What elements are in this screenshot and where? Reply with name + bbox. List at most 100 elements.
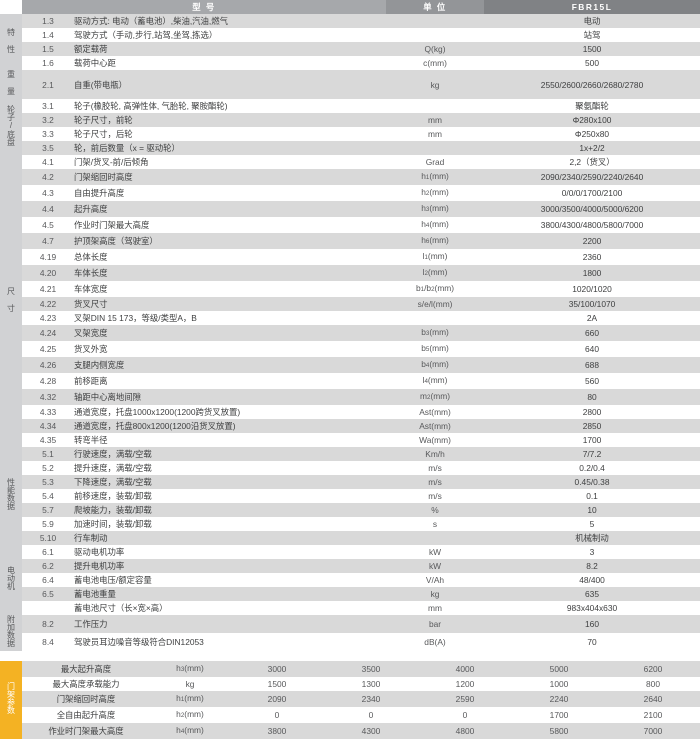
spec-description: 工作压力 bbox=[74, 615, 387, 633]
spec-description: 下降速度，满载/空载 bbox=[74, 475, 387, 489]
spec-value: 站驾 bbox=[484, 28, 700, 42]
spec-value: 10 bbox=[484, 503, 700, 517]
category-tag-label: 尺 寸 bbox=[6, 286, 16, 312]
spec-description: 提升电机功率 bbox=[74, 559, 387, 573]
spec-number: 1.6 bbox=[22, 56, 74, 70]
spec-unit: s bbox=[386, 517, 485, 531]
spec-row: 1.4 驾驶方式（手动,步行,站驾,坐驾,拣选） 站驾 bbox=[0, 28, 700, 42]
spec-number: 4.33 bbox=[22, 405, 74, 419]
mast-value: 5000 bbox=[512, 661, 606, 677]
mast-description: 最大起升高度 bbox=[22, 661, 150, 677]
spec-row: 性能数据 5.1 行驶速度，满载/空载 Km/h 7/7.2 bbox=[0, 447, 700, 545]
spec-number: 3.3 bbox=[22, 127, 74, 141]
header-unit-label: 单 位 bbox=[386, 0, 485, 14]
spec-value: 2200 bbox=[484, 233, 700, 249]
spec-number: 8.4 bbox=[22, 633, 74, 651]
spec-value: 8.2 bbox=[484, 559, 700, 573]
mast-value: 6200 bbox=[606, 661, 700, 677]
mast-unit: h1(mm) bbox=[150, 691, 230, 707]
spec-row: 5.2 提升速度，满载/空载 m/s 0.2/0.4 bbox=[0, 461, 700, 475]
spec-value: 688 bbox=[484, 357, 700, 373]
table-header-row: 型 号 单 位 FBR15L bbox=[0, 0, 700, 14]
header-tag-spacer bbox=[0, 0, 22, 14]
spec-unit: m/s bbox=[386, 475, 485, 489]
spec-unit bbox=[386, 28, 485, 42]
spec-unit: l1(mm) bbox=[386, 249, 485, 265]
spec-unit: c(mm) bbox=[386, 56, 485, 70]
spec-row: 4.25 货叉外宽 b5(mm) 640 bbox=[0, 341, 700, 357]
spec-description: 转弯半径 bbox=[74, 433, 387, 447]
spec-row: 6.5 蓄电池重量 kg 635 bbox=[0, 587, 700, 601]
spec-value: 2360 bbox=[484, 249, 700, 265]
spec-unit: Wa(mm) bbox=[386, 433, 485, 447]
spec-row: 1.6 载荷中心距 c(mm) 500 bbox=[0, 56, 700, 70]
mast-value: 2590 bbox=[418, 691, 512, 707]
spec-number: 4.24 bbox=[22, 325, 74, 341]
spec-number: 4.5 bbox=[22, 217, 74, 233]
spec-row: 4.21 车体宽度 b1/b2(mm) 1020/1020 bbox=[0, 281, 700, 297]
spec-number: 4.3 bbox=[22, 185, 74, 201]
spec-number: 6.2 bbox=[22, 559, 74, 573]
mast-value: 0 bbox=[418, 707, 512, 723]
spec-value: 7/7.2 bbox=[484, 447, 700, 461]
spec-unit: mm bbox=[386, 113, 485, 127]
spec-unit: h2(mm) bbox=[386, 185, 485, 201]
spec-number: 5.10 bbox=[22, 531, 74, 545]
spec-number: 5.3 bbox=[22, 475, 74, 489]
spec-number: 1.3 bbox=[22, 14, 74, 28]
mast-value: 2340 bbox=[324, 691, 418, 707]
mast-unit: h3(mm) bbox=[150, 661, 230, 677]
spec-row: 1.5 额定载荷 Q(kg) 1500 bbox=[0, 42, 700, 56]
mast-value: 0 bbox=[324, 707, 418, 723]
spec-value: 2800 bbox=[484, 405, 700, 419]
spec-value: 2550/2600/2660/2680/2780 bbox=[484, 70, 700, 99]
spec-value: 2850 bbox=[484, 419, 700, 433]
mast-unit: kg bbox=[150, 677, 230, 691]
spec-value: 635 bbox=[484, 587, 700, 601]
spec-number: 1.4 bbox=[22, 28, 74, 42]
spec-description: 轮子尺寸，后轮 bbox=[74, 127, 387, 141]
mast-value: 4000 bbox=[418, 661, 512, 677]
spec-unit: h1(mm) bbox=[386, 169, 485, 185]
mast-value: 3000 bbox=[230, 661, 324, 677]
spec-unit: m2(mm) bbox=[386, 389, 485, 405]
spec-description: 起升高度 bbox=[74, 201, 387, 217]
spec-unit bbox=[386, 99, 485, 113]
spec-number: 6.1 bbox=[22, 545, 74, 559]
spec-description: 门架/货叉-前/后倾角 bbox=[74, 155, 387, 169]
spec-description: 行驶速度，满载/空载 bbox=[74, 447, 387, 461]
spec-description: 爬坡能力，装载/卸载 bbox=[74, 503, 387, 517]
header-model-label: 型 号 bbox=[22, 0, 387, 14]
spec-unit: m/s bbox=[386, 489, 485, 503]
spec-number: 4.2 bbox=[22, 169, 74, 185]
spec-value: 3000/3500/4000/5000/6200 bbox=[484, 201, 700, 217]
spec-unit: l4(mm) bbox=[386, 373, 485, 389]
spec-unit: Km/h bbox=[386, 447, 485, 461]
spec-unit bbox=[386, 14, 485, 28]
spec-unit: kg bbox=[386, 587, 485, 601]
category-tag-label: 轮子/底盘 bbox=[6, 104, 16, 146]
spec-unit: b5(mm) bbox=[386, 341, 485, 357]
spec-number: 4.28 bbox=[22, 373, 74, 389]
spec-unit bbox=[386, 311, 485, 325]
spec-value: 80 bbox=[484, 389, 700, 405]
spec-value: 0.2/0.4 bbox=[484, 461, 700, 475]
spec-unit: s/e/l(mm) bbox=[386, 297, 485, 311]
spec-number: 5.7 bbox=[22, 503, 74, 517]
spec-row: 4.24 叉架宽度 b3(mm) 660 bbox=[0, 325, 700, 341]
spec-unit: % bbox=[386, 503, 485, 517]
spec-value: 660 bbox=[484, 325, 700, 341]
spec-number: 5.4 bbox=[22, 489, 74, 503]
spec-row: 4.26 支腿内侧宽度 b4(mm) 688 bbox=[0, 357, 700, 373]
spec-row: 电动机 6.1 驱动电机功率 kW 3 bbox=[0, 545, 700, 615]
spec-row: 5.3 下降速度，满载/空载 m/s 0.45/0.38 bbox=[0, 475, 700, 489]
spec-unit: kg bbox=[386, 70, 485, 99]
spec-number: 4.26 bbox=[22, 357, 74, 373]
mast-parameter-table: 门架参数 最大起升高度 h3(mm) 3000 3500 4000 5000 6200 最大高度… bbox=[0, 661, 700, 739]
spec-unit: mm bbox=[386, 601, 485, 615]
spec-value: 35/100/1070 bbox=[484, 297, 700, 311]
spec-row: 4.28 前移距离 l4(mm) 560 bbox=[0, 373, 700, 389]
mast-value: 1700 bbox=[512, 707, 606, 723]
category-tag-wheels: 轮子/底盘 bbox=[0, 99, 22, 155]
